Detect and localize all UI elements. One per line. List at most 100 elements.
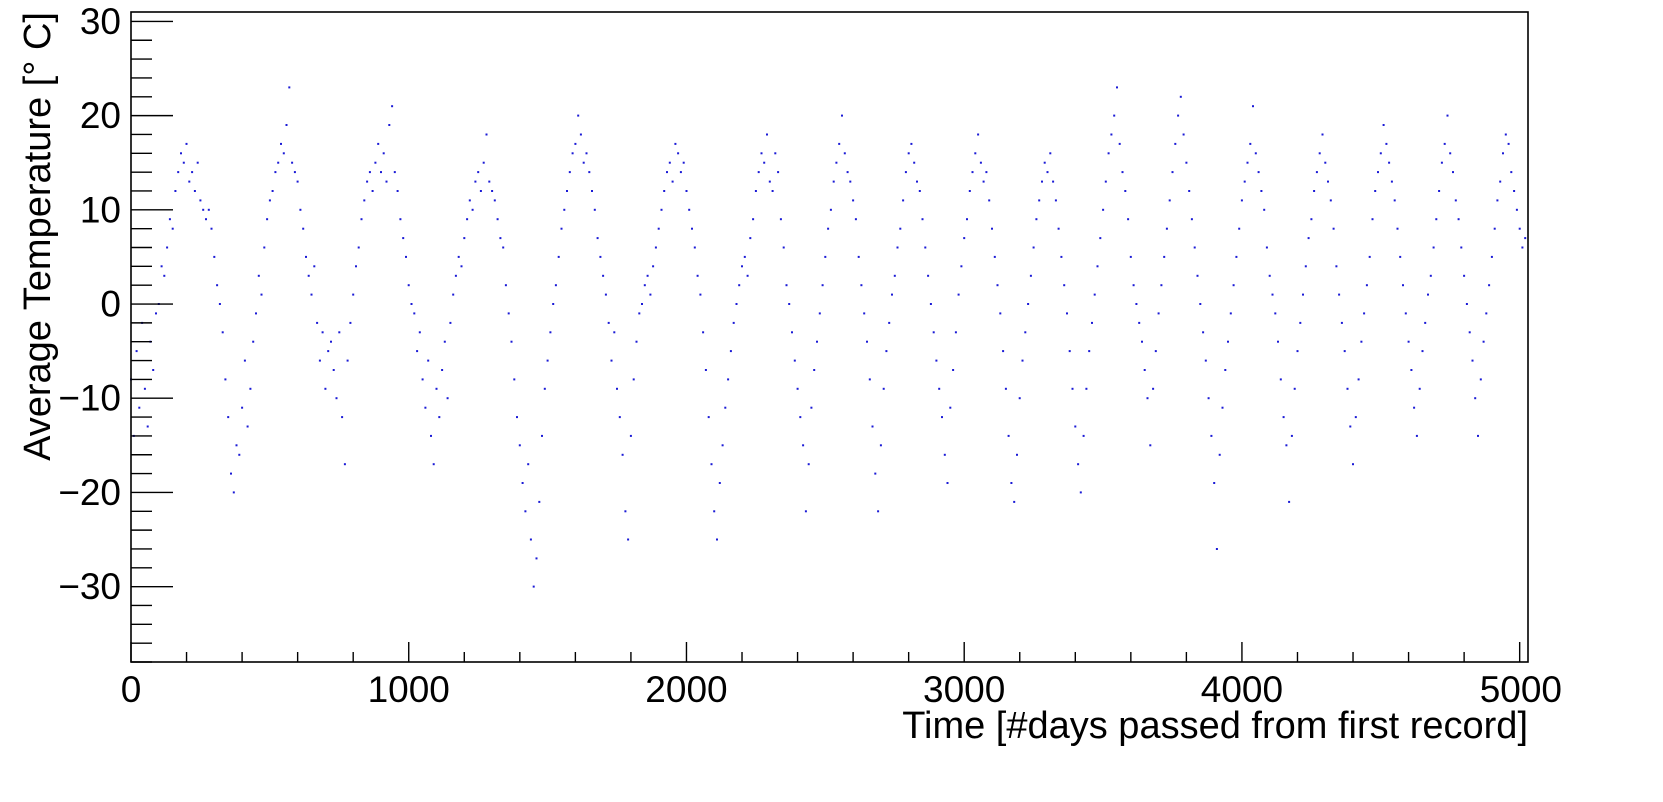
data-point	[685, 190, 688, 192]
data-point	[1116, 86, 1118, 89]
data-point	[593, 208, 596, 211]
data-point	[627, 538, 630, 541]
data-point	[1332, 227, 1335, 230]
data-point	[782, 246, 785, 249]
data-point	[963, 237, 966, 240]
data-point	[521, 482, 524, 484]
data-point	[1349, 425, 1352, 428]
data-point	[188, 180, 191, 183]
data-point	[618, 416, 621, 419]
data-point	[1313, 190, 1316, 192]
data-point	[316, 321, 319, 324]
data-point	[1249, 142, 1252, 145]
data-point	[935, 359, 938, 362]
data-point	[510, 340, 513, 343]
y-tick-label: 20	[80, 95, 121, 136]
data-point	[1404, 312, 1407, 315]
data-point	[993, 255, 996, 258]
data-point	[549, 331, 552, 334]
data-point	[666, 171, 668, 174]
data-point	[721, 444, 724, 447]
data-point	[604, 293, 607, 296]
data-point	[1340, 321, 1343, 324]
data-point	[560, 227, 563, 230]
data-point	[1193, 246, 1196, 249]
data-point	[218, 303, 221, 305]
data-point	[746, 274, 749, 277]
data-point	[1435, 218, 1438, 221]
data-point	[454, 274, 457, 277]
data-point	[1196, 274, 1199, 277]
data-point	[1324, 161, 1327, 164]
data-point	[874, 472, 877, 475]
data-point	[449, 321, 452, 324]
data-point	[432, 463, 435, 466]
data-point	[538, 500, 541, 503]
data-point	[566, 190, 568, 192]
data-point	[1124, 190, 1127, 192]
data-point	[952, 369, 955, 371]
data-point	[1102, 208, 1105, 211]
data-point	[1282, 416, 1285, 419]
data-point	[1446, 114, 1449, 117]
data-point	[143, 387, 146, 390]
data-point	[1149, 444, 1152, 447]
data-point	[1227, 340, 1229, 343]
y-tick-label: −20	[58, 472, 121, 513]
data-point	[413, 312, 416, 315]
x-axis-title: Time [#days passed from first record]	[902, 705, 1528, 747]
data-point	[857, 255, 860, 258]
data-point	[1007, 434, 1010, 437]
data-point	[343, 463, 346, 466]
data-point	[982, 180, 985, 183]
data-point	[238, 453, 241, 456]
data-point	[1146, 397, 1149, 400]
data-point	[846, 171, 849, 174]
data-point	[1035, 218, 1038, 221]
data-point	[804, 510, 807, 513]
data-point	[796, 387, 799, 390]
data-point	[491, 190, 494, 192]
data-point	[330, 340, 332, 343]
data-point	[1104, 180, 1107, 183]
data-point	[1177, 114, 1180, 117]
data-point	[416, 350, 419, 353]
data-point	[291, 161, 294, 164]
data-point	[816, 340, 818, 343]
data-point	[568, 171, 571, 174]
data-point	[743, 255, 746, 258]
data-point	[271, 190, 274, 192]
data-point	[1141, 340, 1143, 343]
data-point	[241, 406, 244, 409]
y-axis-ticks: −30 −20 −10 0 10 20 30	[58, 1, 173, 663]
data-point	[882, 387, 885, 390]
data-point	[1018, 397, 1021, 400]
data-point	[1113, 114, 1116, 117]
data-point	[1524, 237, 1527, 240]
data-point	[1099, 237, 1102, 240]
data-point	[1063, 284, 1066, 287]
data-point	[160, 265, 163, 268]
data-point	[388, 124, 391, 126]
data-point	[1182, 133, 1185, 136]
data-point	[635, 340, 638, 343]
data-point	[1107, 152, 1110, 155]
data-point	[1488, 284, 1491, 287]
data-point	[866, 340, 868, 343]
data-point	[843, 152, 846, 155]
data-point	[1327, 180, 1329, 183]
data-point	[1088, 350, 1091, 353]
x-tick-label: 3000	[923, 669, 1005, 710]
data-point	[1052, 180, 1055, 183]
data-point	[1429, 274, 1432, 277]
data-point	[1218, 453, 1221, 456]
data-point	[968, 190, 971, 192]
data-point	[1379, 152, 1382, 155]
data-point	[382, 152, 385, 155]
data-point	[818, 312, 821, 315]
data-point	[541, 434, 543, 437]
data-point	[641, 303, 643, 305]
data-point	[582, 161, 585, 164]
data-point	[1354, 416, 1357, 419]
